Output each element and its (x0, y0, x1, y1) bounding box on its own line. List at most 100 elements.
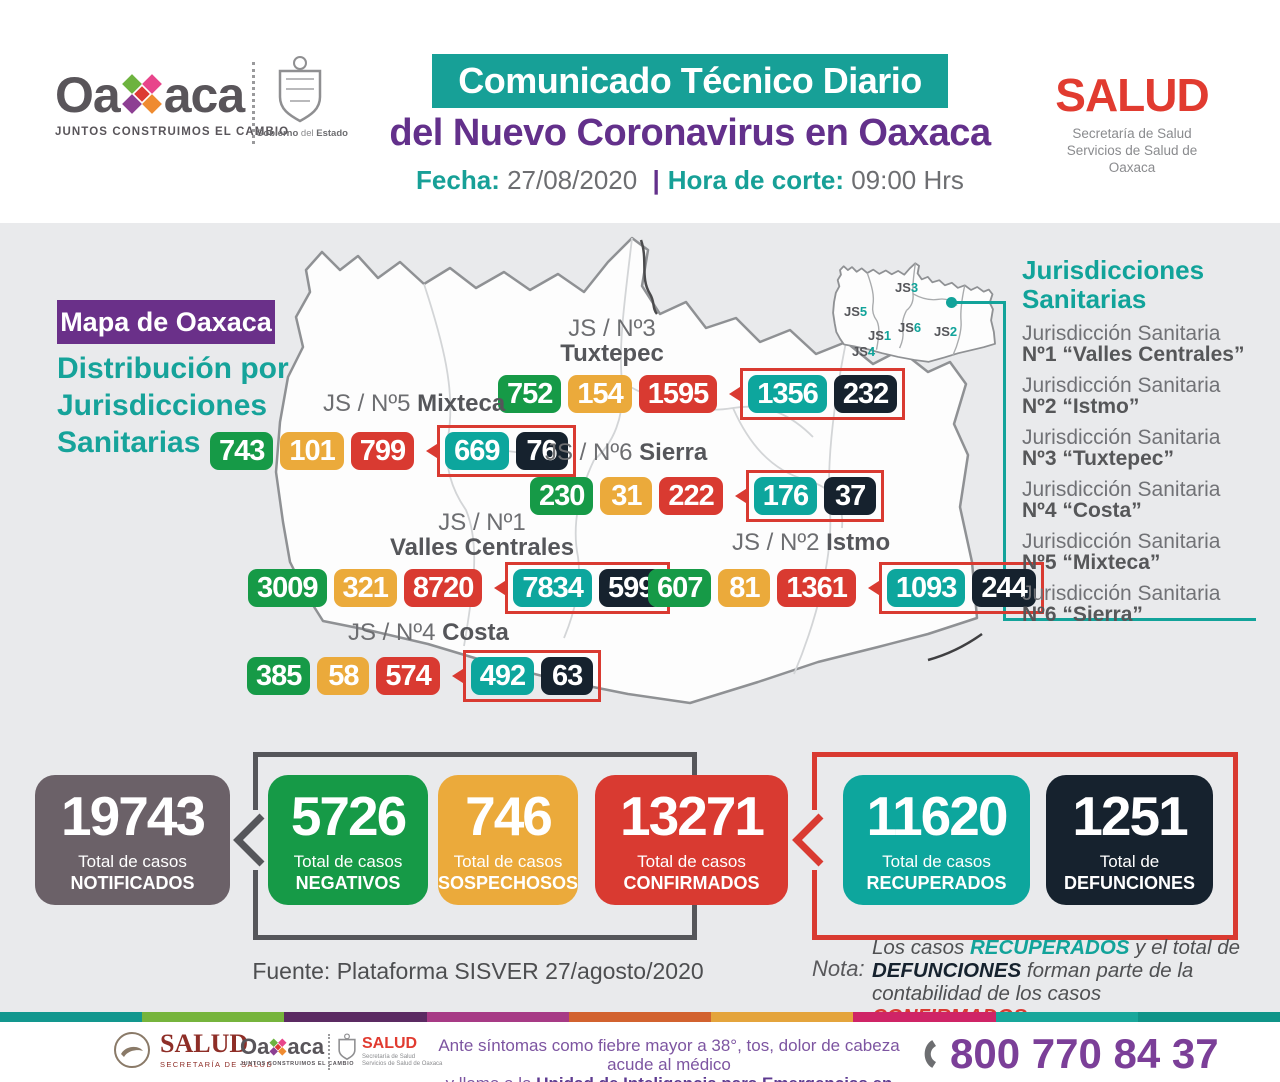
mini-map-label-js2: JS2 (934, 324, 958, 339)
footer-advice-text: Ante síntomas como fiebre mayor a 38°, t… (438, 1036, 900, 1082)
recuperados-defunciones-callout: 176 37 (745, 470, 885, 522)
color-stripe (0, 1012, 1280, 1022)
map-subtitle: Distribución por Jurisdicciones Sanitarias (57, 352, 289, 459)
sospechosos-pill: 154 (568, 375, 632, 413)
gobierno-label: Gobierno del Estado (256, 128, 348, 139)
sospechosos-pill: 81 (718, 569, 771, 607)
jurisdiction-costa: JS / Nº4 Costa 385 58 574 492 63 (247, 620, 602, 702)
defunciones-pill: 244 (972, 569, 1036, 607)
jurisdiction-label: JS / Nº4 Costa (348, 619, 509, 646)
negativos-pill: 752 (498, 375, 562, 413)
recuperados-pill: 669 (445, 432, 509, 470)
legend-item: Jurisdicción Sanitaria Nº1 “Valles Centra… (1022, 322, 1245, 366)
fecha-label: Fecha: (416, 165, 500, 195)
nota-text: Los casos RECUPERADOS y el total de DEFU… (872, 936, 1241, 1028)
total-recuperados-card: 11620 Total de casos RECUPERADOS (843, 775, 1030, 905)
mini-map: JS3 JS5 JS6 JS1 JS2 JS4 (822, 262, 1002, 368)
total-notificados-card: 19743 Total de casos NOTIFICADOS (35, 775, 230, 905)
mini-map-label-js4: JS4 (852, 344, 876, 359)
defunciones-pill: 232 (833, 375, 898, 413)
chevron-left-red (789, 810, 825, 870)
sospechosos-pill: 321 (333, 569, 397, 607)
recuperados-defunciones-callout: 1093 244 (878, 562, 1044, 614)
recuperados-pill: 1093 (886, 569, 966, 607)
defunciones-pill: 37 (824, 477, 877, 515)
source-line: Fuente: Plataforma SISVER 27/agosto/2020 (252, 958, 704, 984)
recuperados-pill: 176 (753, 477, 818, 515)
footer (0, 1022, 1280, 1082)
oaxaca-diamonds-icon (269, 1038, 287, 1056)
recuperados-pill: 1356 (748, 375, 827, 413)
jurisdiction-mixteca: JS / Nº5 Mixteca 743 101 799 669 76 (210, 391, 576, 477)
confirmados-pill: 799 (350, 432, 415, 470)
oaxaca-logo-small: Oa aca JUNTOS CONSTRUIMOS EL CAMBIO (240, 1034, 355, 1068)
chevron-left-gray (230, 810, 266, 870)
river-line (639, 239, 659, 315)
legend-title: Jurisdicciones Sanitarias (1022, 255, 1205, 314)
date-cutoff-line: Fecha: 27/08/2020 | Hora de corte: 09:00 … (416, 165, 964, 195)
confirmados-pill: 574 (376, 657, 440, 695)
jurisdiction-tuxtepec: JS / Nº3 Tuxtepec 752 154 1595 1356 232 (498, 316, 906, 420)
sospechosos-pill: 58 (317, 657, 370, 695)
confirmados-pill: 222 (659, 477, 723, 515)
sospechosos-pill: 101 (280, 432, 344, 470)
recuperados-defunciones-callout: 669 76 (437, 425, 576, 477)
negativos-pill: 607 (648, 569, 712, 607)
jurisdiction-valles-centrales: JS / Nº1 Valles Centrales 3009 321 8720 7… (248, 510, 671, 614)
hora-label: Hora de corte: (667, 165, 844, 195)
mini-map-label-js1: JS1 (868, 328, 892, 343)
connector-line (952, 301, 1006, 304)
confirmados-pill: 1595 (638, 375, 718, 413)
mini-map-label-js3: JS3 (895, 280, 919, 295)
negativos-pill: 385 (247, 657, 311, 695)
dotted-divider (252, 62, 255, 144)
jurisdiction-label: JS / Nº3 Tuxtepec (560, 315, 664, 367)
nota-label: Nota: (812, 956, 865, 981)
page-title: Comunicado Técnico Diario (432, 54, 948, 108)
salud-state-logo: SALUD Secretaría de Salud Servicios de Sa… (362, 1035, 443, 1068)
oaxaca-logo: Oa aca JUNTOS CONSTRUIMOS EL CAMBIO (55, 70, 289, 138)
oaxaca-diamonds-icon (121, 74, 162, 114)
coat-of-arms-icon (272, 55, 328, 130)
jurisdiction-label: JS / Nº1 Valles Centrales (389, 509, 575, 561)
connector-dot (946, 297, 957, 308)
legend-item: Jurisdicción Sanitaria Nº3 “Tuxtepec” (1022, 426, 1221, 470)
legend-item: Jurisdicción Sanitaria Nº2 “Istmo” (1022, 374, 1221, 418)
salud-federal-logo: SALUD SECRETARÍA DE SALUD (112, 1030, 273, 1070)
oaxaca-wordmark: Oa aca (55, 67, 245, 123)
recuperados-defunciones-callout: 492 63 (462, 650, 602, 702)
negativos-pill: 3009 (248, 569, 327, 607)
defunciones-pill: 76 (515, 432, 568, 470)
confirmados-pill: 1361 (777, 569, 856, 607)
header: Oa aca JUNTOS CONSTRUIMOS EL CAMBIO Gobi… (0, 0, 1280, 223)
negativos-pill: 230 (530, 477, 594, 515)
recuperados-defunciones-callout: 7834 599 (505, 562, 671, 614)
recuperados-pill: 7834 (513, 569, 592, 607)
jurisdiction-istmo: JS / Nº2 Istmo 607 81 1361 1093 244 (648, 530, 1044, 614)
jurisdiction-label: JS / Nº6 Sierra (545, 439, 708, 466)
dotted-divider (328, 1034, 330, 1070)
coast-tick (927, 632, 983, 662)
jurisdiction-label: JS / Nº2 Istmo (732, 529, 891, 556)
sospechosos-pill: 31 (600, 477, 653, 515)
jurisdiction-label: JS / Nº5 Mixteca (323, 390, 506, 417)
total-confirmados-card: 13271 Total de casos CONFIRMADOS (595, 775, 788, 905)
phone-number: 800 770 84 37 (950, 1030, 1219, 1077)
recuperados-pill: 492 (470, 657, 535, 695)
legend-item: Jurisdicción Sanitaria Nº5 “Mixteca” (1022, 530, 1221, 574)
eagle-emblem-icon (114, 1032, 150, 1068)
total-defunciones-card: 1251 Total de DEFUNCIONES (1046, 775, 1213, 905)
mini-map-label-js6: JS6 (898, 320, 922, 335)
defunciones-pill: 63 (541, 657, 594, 695)
nota-block: Nota: Los casos RECUPERADOS y el total d… (812, 936, 1252, 1028)
jurisdictions-legend: Jurisdicciones Sanitarias Jurisdicción Sa… (1022, 256, 1267, 626)
jurisdiction-sierra: JS / Nº6 Sierra 230 31 222 176 37 (530, 440, 885, 522)
connector-line (1003, 618, 1256, 621)
salud-logo: SALUD Secretaría de Salud Servicios de Sa… (1055, 69, 1209, 175)
map-title: Mapa de Oaxaca (57, 300, 275, 344)
confirmados-pill: 8720 (403, 569, 483, 607)
page-subtitle: del Nuevo Coronavirus en Oaxaca (389, 112, 991, 154)
connector-line (1003, 301, 1006, 621)
mini-map-label-js5: JS5 (844, 304, 868, 319)
